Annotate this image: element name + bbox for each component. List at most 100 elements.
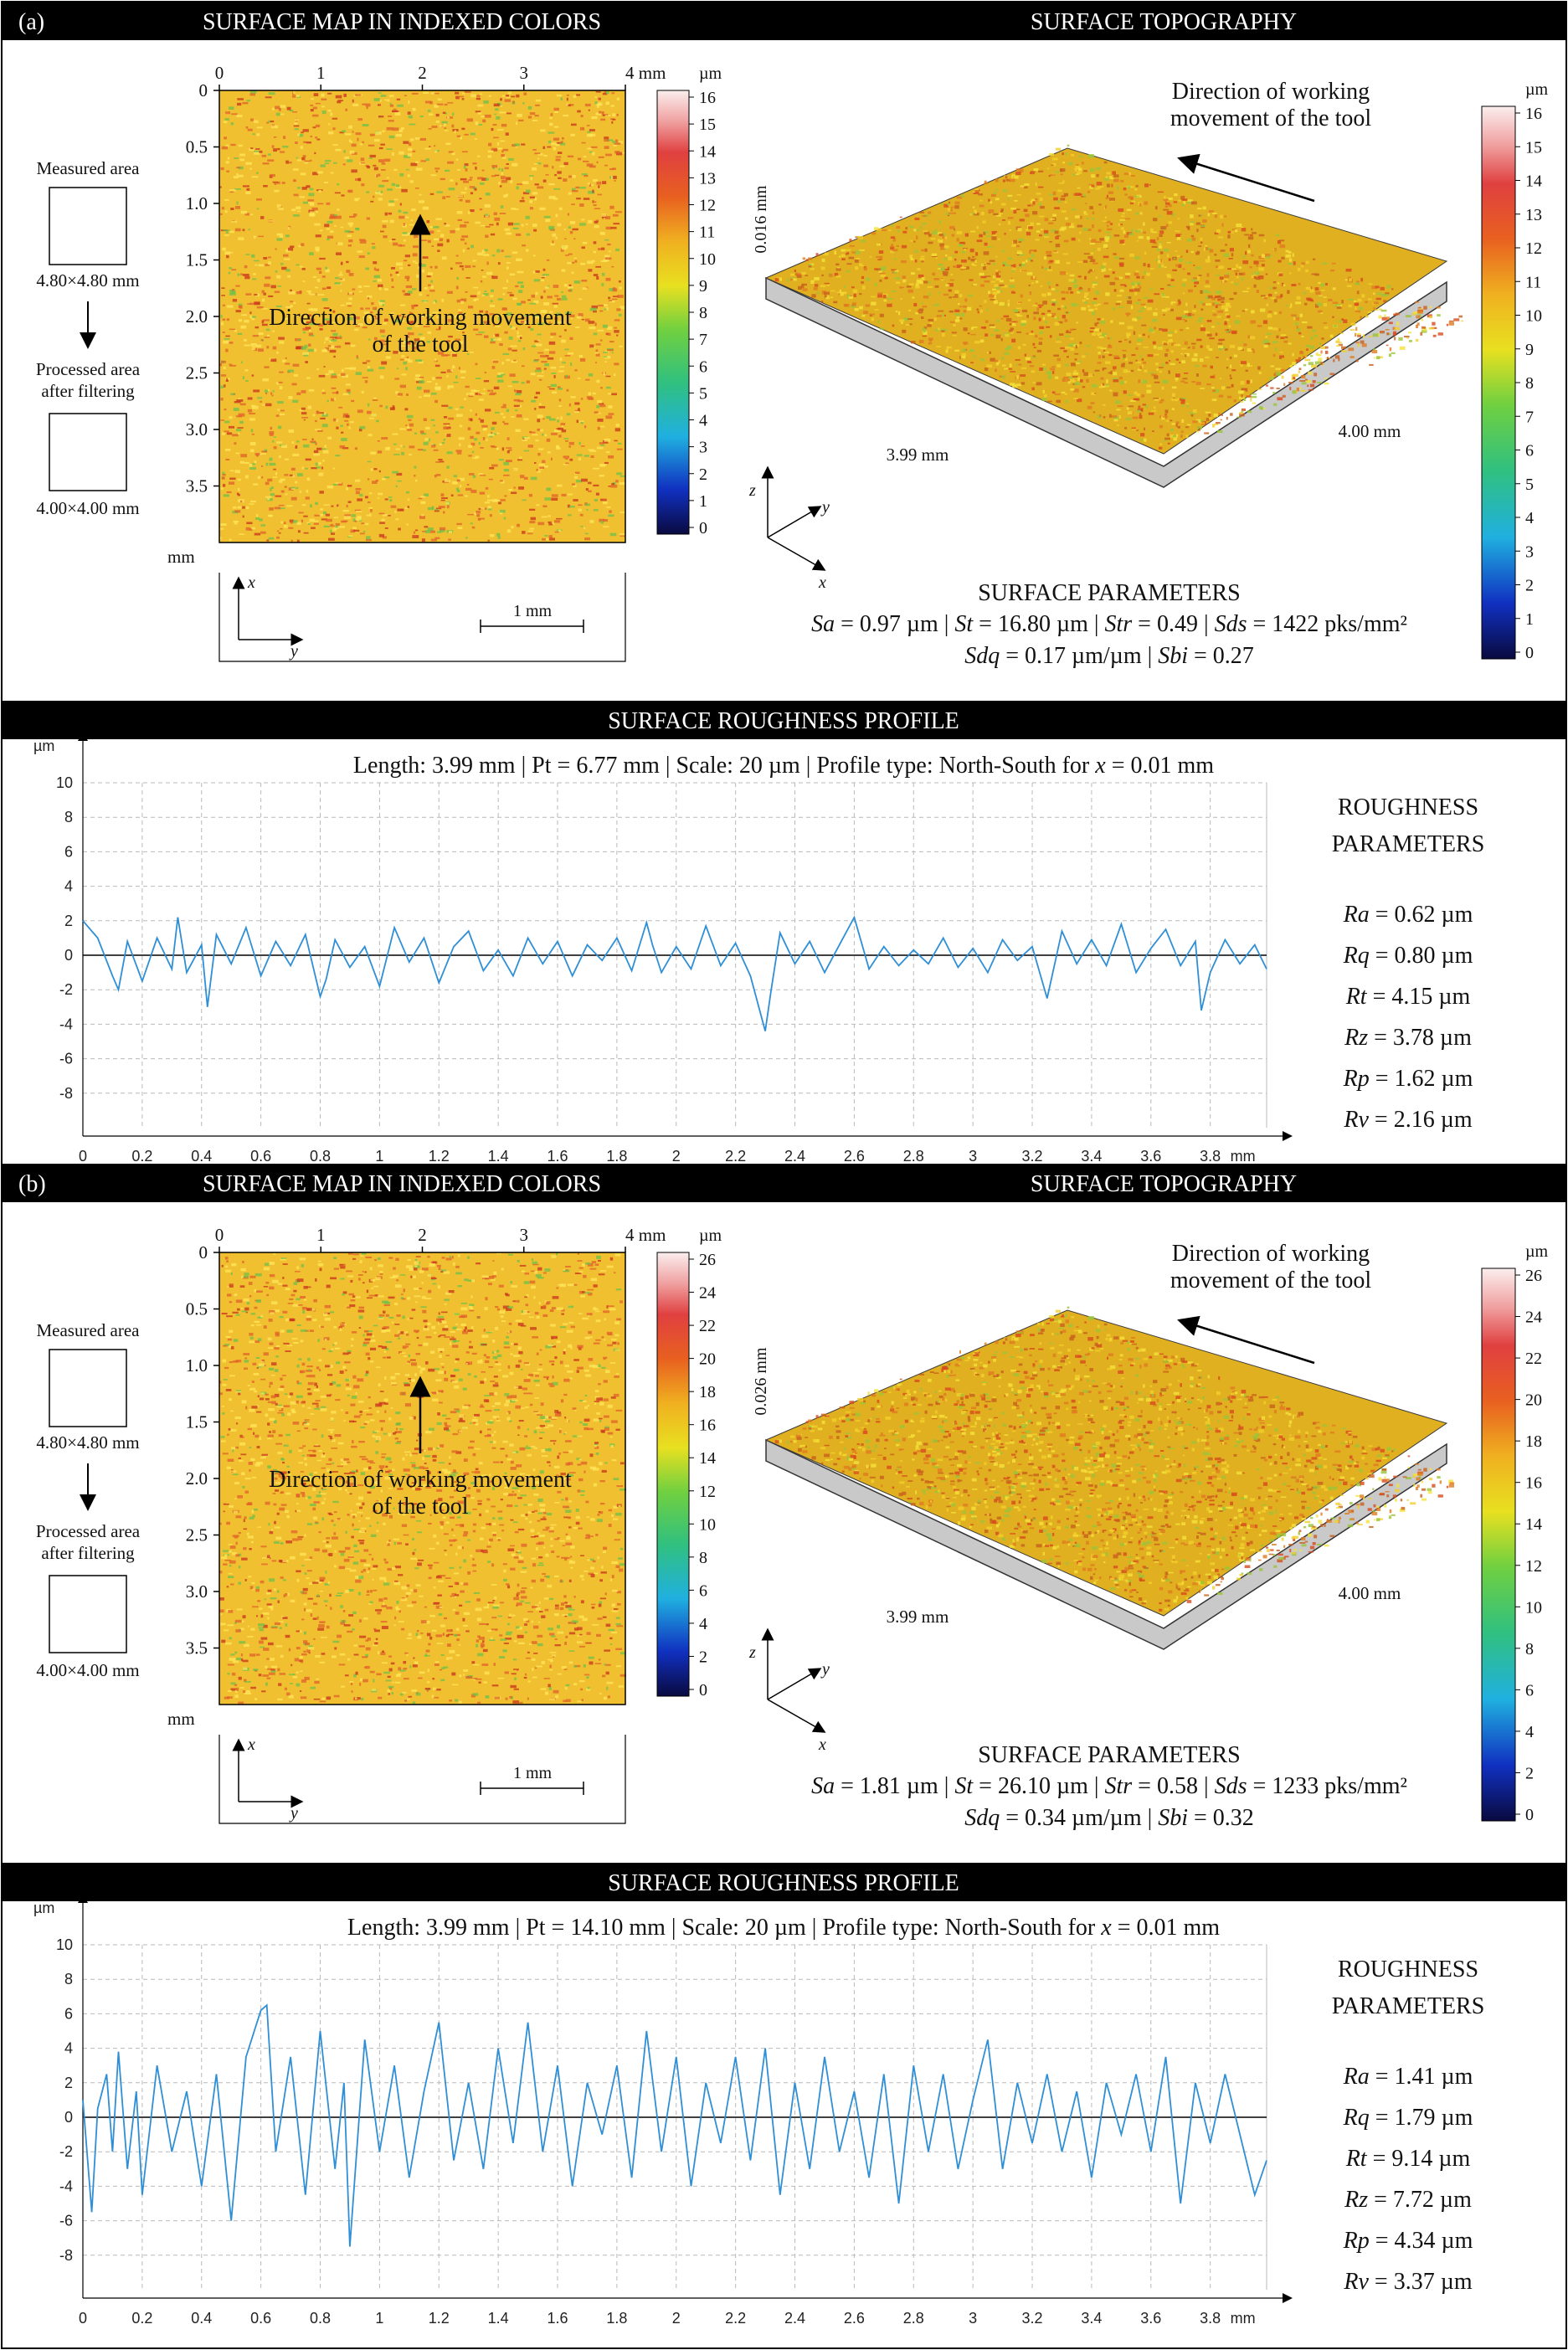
roughness-heading-2: PARAMETERS (1332, 831, 1485, 857)
topo-axis-y-label: y (820, 1660, 830, 1679)
surface-params-line1: Sa = 1.81 µm | St = 26.10 µm | Str = 0.5… (811, 1773, 1407, 1799)
map-axis-y-label: y (289, 1804, 298, 1823)
map-colorbar-tick-label: 14 (699, 142, 716, 161)
roughness-value: Rv = 2.16 µm (1343, 1107, 1472, 1133)
topo-colorbar-tick-label: 20 (1525, 1391, 1542, 1410)
header-bar (2, 1164, 1566, 1202)
map-y-tick-label: 2.5 (186, 1525, 208, 1545)
topo-colorbar-tick-label: 10 (1525, 307, 1542, 326)
topo-surface (764, 1309, 1448, 1617)
topo-colorbar-tick-label: 16 (1525, 105, 1542, 123)
map-colorbar-tick-label: 15 (699, 116, 716, 134)
y-tick-label: 8 (64, 809, 73, 825)
y-tick-label: 10 (56, 774, 73, 791)
profile-chart: 10 8 6 4 2 0 -2 -4 -6 -8 0 0.2 0.4 0.6 0.8 1 1.2 1.4 1.6 1.… (33, 731, 1293, 1165)
x-tick-label: 1.4 (488, 2310, 509, 2327)
topo-y-axis-icon (767, 1668, 822, 1700)
map-title: SURFACE MAP IN INDEXED COLORS (203, 1171, 601, 1197)
x-tick-label: 0.8 (310, 1148, 331, 1165)
y-tick-label: 10 (56, 1936, 73, 1953)
y-tick-label: 0 (64, 947, 73, 964)
topo-colorbar-tick-label: 3 (1525, 543, 1534, 561)
topo-axis-z-label: z (748, 481, 756, 500)
map-colorbar-tick-label: 9 (699, 277, 707, 296)
map-colorbar-tick-label: 0 (699, 1681, 707, 1700)
topo-colorbar-tick-label: 24 (1525, 1309, 1542, 1327)
topo-colorbar-tick-label: 2 (1525, 577, 1534, 595)
processed-area-label: Processed area (36, 359, 141, 379)
map-axis-x-label: x (247, 573, 255, 592)
map-y-tick-label: 0.5 (186, 137, 208, 157)
topo-direction-label: Direction of working (1172, 1241, 1370, 1267)
topo-colorbar-tick-label: 26 (1525, 1267, 1542, 1285)
topo-size-right: 4.00 mm (1339, 421, 1401, 441)
profile-info: Length: 3.99 mm | Pt = 14.10 mm | Scale:… (347, 1915, 1220, 1941)
processed-area-label: Processed area (36, 1521, 141, 1541)
topo-colorbar-tick-label: 5 (1525, 476, 1534, 494)
map-colorbar-tick-label: 2 (699, 465, 707, 484)
map-direction-label: Direction of working movement (269, 1467, 572, 1493)
y-unit-label: µm (33, 1900, 54, 1916)
processed-area-size: 4.00×4.00 mm (36, 498, 139, 518)
x-tick-label: 0.4 (191, 1148, 212, 1165)
y-tick-label: -6 (59, 1051, 73, 1067)
map-x-tick-label: 1 (316, 63, 326, 83)
x-tick-label: 0.4 (191, 2310, 212, 2327)
map-colorbar-tick-label: 16 (699, 1417, 716, 1435)
x-tick-label: 1 (375, 2310, 383, 2327)
y-tick-label: 4 (64, 2040, 73, 2057)
topo-colorbar-tick-label: 4 (1525, 509, 1534, 527)
topo-colorbar-tick-label: 11 (1525, 273, 1541, 291)
map-colorbar-tick-label: 2 (699, 1648, 707, 1666)
profile-title: SURFACE ROUGHNESS PROFILE (608, 1870, 959, 1896)
map-colorbar-unit: µm (699, 1226, 722, 1245)
y-tick-label: -4 (59, 1016, 73, 1032)
surface-params-line2: Sdq = 0.34 µm/µm | Sbi = 0.32 (964, 1805, 1254, 1831)
map-x-tick-label: 1 (316, 1225, 326, 1245)
roughness-value: Rp = 4.34 µm (1343, 2228, 1473, 2254)
x-tick-label: 2 (672, 1148, 681, 1165)
roughness-value: Rz = 3.78 µm (1344, 1025, 1472, 1051)
map-colorbar-unit: µm (699, 64, 722, 83)
y-tick-label: -8 (59, 2247, 73, 2264)
map-colorbar-tick-label: 8 (699, 1549, 707, 1567)
map-y-tick-label: 2.0 (186, 306, 208, 327)
roughness-value: Rt = 9.14 µm (1345, 2146, 1471, 2172)
map-colorbar-tick-label: 6 (699, 357, 707, 376)
roughness-heading: ROUGHNESS (1338, 794, 1478, 820)
topo-colorbar-tick-label: 16 (1525, 1474, 1542, 1493)
map-colorbar-tick-label: 7 (699, 331, 707, 349)
map-y-tick-label: 0 (199, 1242, 208, 1262)
topo-colorbar-tick-label: 12 (1525, 1557, 1542, 1576)
x-tick-label: 1.2 (429, 1148, 450, 1165)
profile-title: SURFACE ROUGHNESS PROFILE (608, 708, 959, 734)
map-direction-label: Direction of working movement (269, 305, 572, 331)
topo-title: SURFACE TOPOGRAPHY (1031, 9, 1297, 35)
surface-map-texture (219, 90, 626, 543)
map-direction-label-2: of the tool (372, 332, 468, 357)
roughness-value: Rz = 7.72 µm (1344, 2187, 1472, 2213)
x-tick-label: 2.8 (903, 1148, 924, 1165)
map-y-unit: mm (167, 1709, 195, 1729)
map-colorbar-tick-label: 3 (699, 439, 707, 457)
x-tick-label: 3.6 (1140, 2310, 1161, 2327)
topo-colorbar-tick-label: 8 (1525, 1640, 1534, 1658)
map-colorbar-tick-label: 26 (699, 1251, 716, 1269)
map-title: SURFACE MAP IN INDEXED COLORS (203, 9, 601, 35)
topo-colorbar-tick-label: 0 (1525, 1806, 1534, 1824)
y-tick-label: -2 (59, 981, 73, 998)
map-colorbar-tick-label: 12 (699, 197, 716, 215)
topo-colorbar-tick-label: 9 (1525, 341, 1534, 359)
x-tick-label: 1.6 (548, 1148, 568, 1165)
measured-area-label: Measured area (36, 1320, 140, 1340)
topo-colorbar-tick-label: 4 (1525, 1723, 1534, 1741)
map-colorbar-tick-label: 8 (699, 304, 707, 322)
topo-direction-label-2: movement of the tool (1170, 1268, 1372, 1293)
x-tick-label: 2.2 (725, 1148, 746, 1165)
y-tick-label: 0 (64, 2109, 73, 2126)
y-tick-label: -4 (59, 2178, 73, 2194)
roughness-value: Rv = 3.37 µm (1343, 2269, 1472, 2295)
profile-header-bar (2, 701, 1566, 739)
panel-label: (b) (18, 1171, 46, 1197)
roughness-value: Ra = 0.62 µm (1343, 902, 1473, 928)
